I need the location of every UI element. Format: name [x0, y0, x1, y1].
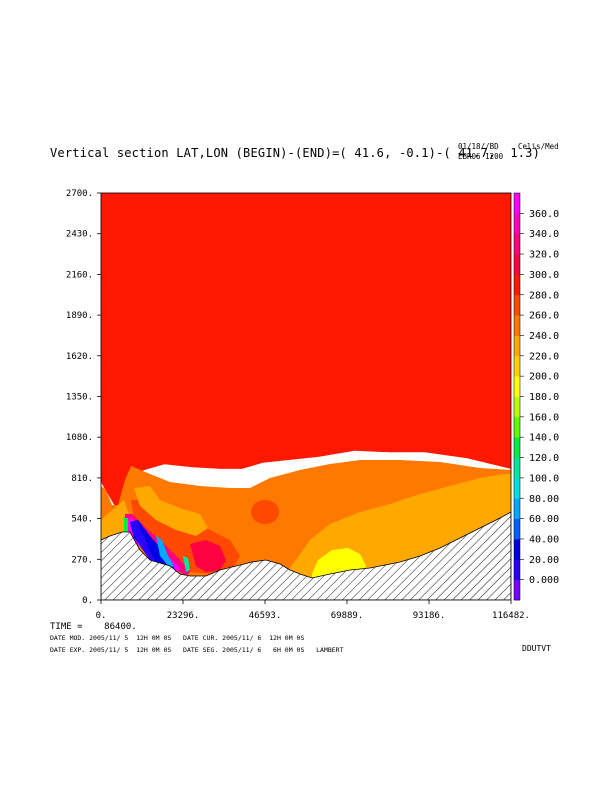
date-exp-line: DATE EXP. 2005/11/ 5 12H 0M 0S DATE SEG.…: [50, 646, 344, 654]
colorbar-label: 300.0: [529, 270, 559, 281]
x-tick-label: 69889.: [331, 611, 364, 621]
chart-title: Vertical section LAT,LON (BEGIN)-(END)=(…: [50, 146, 541, 160]
colorbar-label: 20.00: [529, 555, 559, 566]
colorbar-swatch: [514, 294, 520, 316]
y-tick-label: 0.: [82, 596, 93, 606]
colorbar-label: 60.00: [529, 514, 559, 525]
x-tick-label: 23296.: [167, 611, 200, 621]
colorbar-swatch: [514, 416, 520, 438]
date-code: 01/18//BD: [458, 142, 499, 151]
band-300-pocket: [190, 540, 226, 572]
colorbar-label: 320.0: [529, 250, 559, 261]
y-tick-label: 810.: [71, 474, 93, 484]
colorbar-swatch: [514, 315, 520, 336]
band-20-slope: [132, 520, 156, 562]
colorbar-swatch: [514, 213, 520, 235]
band-240-left: [101, 500, 130, 540]
time-label: TIME = 86400.: [50, 622, 137, 632]
colorbar-label: 360.0: [529, 209, 559, 220]
y-tick-label: 1620.: [66, 352, 93, 362]
band-240-upper: [134, 486, 208, 536]
colorbar-label: 200.0: [529, 372, 559, 383]
colorbar-label: 0.000: [529, 575, 559, 586]
colorbar-swatch: [514, 498, 520, 519]
colorbar-label: 120.0: [529, 453, 559, 464]
y-tick-label: 1080.: [66, 433, 93, 443]
colorbar-swatch: [514, 559, 520, 581]
band-80-slope: [156, 536, 174, 568]
units-label: Celis/Med: [518, 142, 559, 151]
colorbar-swatch: [514, 457, 520, 479]
field-id: DDUTVT: [522, 644, 551, 653]
colorbar-swatch: [514, 376, 520, 397]
y-tick-label: 1890.: [66, 311, 93, 321]
x-tick-label: 93186.: [413, 611, 446, 621]
colorbar-swatch: [514, 274, 520, 296]
y-tick-label: 2700.: [66, 189, 93, 199]
band-160-cell: [124, 518, 128, 534]
terrain: [101, 511, 511, 600]
colorbar-swatch: [514, 538, 520, 560]
colorbar-swatch: [514, 518, 520, 540]
contour-band-280: [101, 193, 511, 507]
colorbar-label: 340.0: [529, 229, 559, 240]
band-120-cell: [183, 556, 190, 572]
colorbar-swatch: [514, 437, 520, 458]
band-280-pocket: [251, 500, 279, 524]
colorbar-label: 280.0: [529, 290, 559, 301]
colorbar-swatch: [514, 335, 520, 357]
colorbar-label: 160.0: [529, 412, 559, 423]
colorbar-label: 140.0: [529, 433, 559, 444]
colorbar-swatch: [514, 579, 520, 601]
y-tick-label: 270.: [71, 555, 93, 565]
y-tick-label: 540.: [71, 515, 93, 525]
colorbar-swatch: [514, 477, 520, 499]
date-mod-line: DATE MOD. 2005/11/ 5 12H 0M 0S DATE CUR.…: [50, 634, 305, 642]
colorbar-label: 260.0: [529, 311, 559, 322]
x-tick-label: 0.: [96, 611, 107, 621]
colorbar-swatch: [514, 193, 520, 214]
colorbar-label: 100.0: [529, 473, 559, 484]
colorbar-label: 220.0: [529, 351, 559, 362]
colorbar-swatch: [514, 233, 520, 255]
colorbar-label: 240.0: [529, 331, 559, 342]
y-tick-label: 2160.: [66, 270, 93, 280]
y-tick-label: 2430.: [66, 230, 93, 240]
y-tick-label: 1350.: [66, 393, 93, 403]
colorbar-swatch: [514, 355, 520, 377]
colorbar-label: 180.0: [529, 392, 559, 403]
x-tick-label: 116482.: [492, 611, 530, 621]
x-tick-label: 46593.: [249, 611, 282, 621]
colorbar-swatch: [514, 396, 520, 418]
colorbar-label: 80.00: [529, 494, 559, 505]
colorbar-swatch: [514, 254, 520, 275]
colorbar-label: 40.00: [529, 534, 559, 545]
run-id: EBR06 1200: [458, 152, 504, 161]
